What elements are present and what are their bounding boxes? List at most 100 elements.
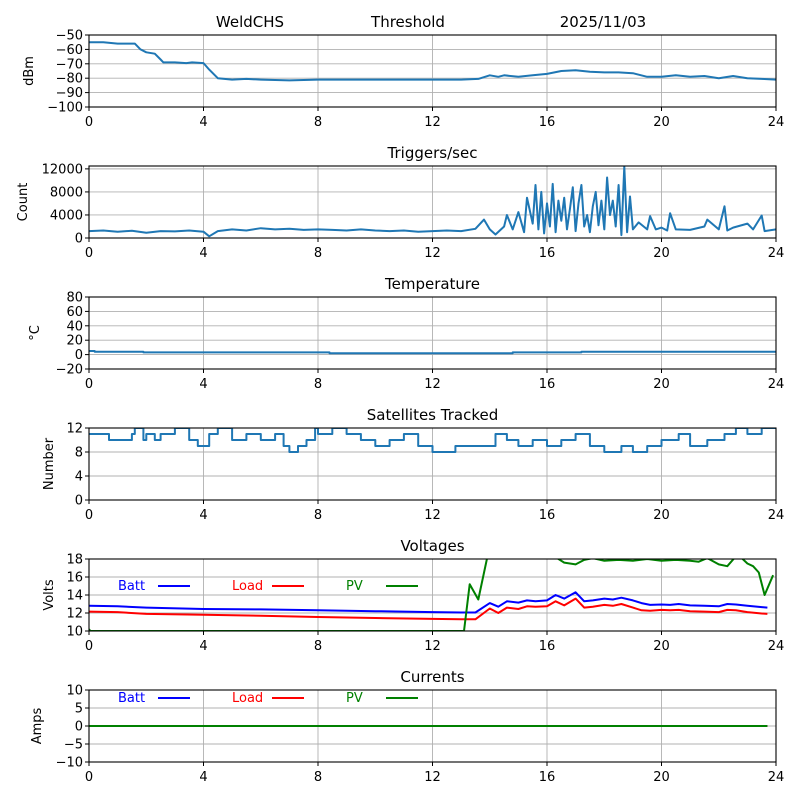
xtick-label: 16 bbox=[539, 246, 556, 261]
panel-voltages: 0 4 8 12 16 20 24 10 12 14 16 18 Voltages Volts Batt Lo… bbox=[42, 537, 784, 654]
ytick-label: 12 bbox=[66, 422, 83, 437]
xtick-label: 8 bbox=[314, 639, 322, 654]
xtick-label: 20 bbox=[653, 377, 670, 392]
ytick-label: −60 bbox=[56, 43, 83, 58]
ytick-label: 10 bbox=[66, 684, 83, 699]
ytick-label: 10 bbox=[66, 625, 83, 640]
ytick-label: 14 bbox=[66, 589, 83, 604]
xtick-label: 20 bbox=[653, 246, 670, 261]
xtick-label: 4 bbox=[199, 639, 207, 654]
panel-title-currents: Currents bbox=[400, 668, 464, 686]
panel-satellites: 0 4 8 12 16 20 24 0 4 8 12 Satellites Tracked Number bbox=[42, 406, 784, 523]
header-svg: WeldCHS Threshold 2025/11/03 bbox=[216, 13, 646, 31]
ytick-label: 0 bbox=[75, 494, 83, 509]
xtick-label: 4 bbox=[199, 508, 207, 523]
ytick-label: 80 bbox=[66, 291, 83, 306]
ytick-label: −100 bbox=[47, 101, 83, 116]
ytick-label: 16 bbox=[66, 571, 83, 586]
xtick-label: 20 bbox=[653, 770, 670, 785]
xtick-label: 8 bbox=[314, 115, 322, 130]
xtick-label: 8 bbox=[314, 377, 322, 392]
xtick-label: 12 bbox=[424, 115, 441, 130]
ytick-label: −10 bbox=[56, 756, 83, 771]
xtick-label: 20 bbox=[653, 115, 670, 130]
panel-title-triggers: Triggers/sec bbox=[387, 144, 478, 162]
xtick-label: 0 bbox=[85, 639, 93, 654]
ytick-label: 40 bbox=[66, 319, 83, 334]
header-mode: Threshold bbox=[370, 13, 445, 31]
ytick-label: −70 bbox=[56, 57, 83, 72]
ylabel-temperature: °C bbox=[28, 325, 43, 341]
xtick-label: 24 bbox=[768, 115, 785, 130]
ytick-label: 12 bbox=[66, 607, 83, 622]
series-voltages-pv bbox=[89, 559, 775, 631]
xtick-label: 16 bbox=[539, 639, 556, 654]
ytick-label: 8000 bbox=[50, 185, 83, 200]
xtick-label: 12 bbox=[424, 377, 441, 392]
series-voltages-load bbox=[89, 597, 768, 621]
xtick-label: 8 bbox=[314, 508, 322, 523]
xtick-label: 8 bbox=[314, 770, 322, 785]
panel-title-satellites: Satellites Tracked bbox=[367, 406, 498, 424]
xtick-label: 12 bbox=[424, 770, 441, 785]
ytick-label: −20 bbox=[56, 363, 83, 378]
legend-label-batt: Batt bbox=[118, 579, 145, 594]
ytick-label: 5 bbox=[75, 702, 83, 717]
xtick-label: 0 bbox=[85, 770, 93, 785]
xtick-label: 16 bbox=[539, 770, 556, 785]
header-date: 2025/11/03 bbox=[560, 13, 646, 31]
ytick-label: 60 bbox=[66, 305, 83, 320]
ytick-label: 18 bbox=[66, 553, 83, 568]
ylabel-currents: Amps bbox=[30, 707, 45, 744]
xtick-label: 24 bbox=[768, 770, 785, 785]
panel-triggers: 0 4 8 12 16 20 24 0 4000 8000 12000 Triggers/sec Cou… bbox=[16, 144, 784, 261]
panel-currents: 0 4 8 12 16 20 24 −10 −5 0 5 10 Currents Amps Batt Load… bbox=[30, 668, 784, 785]
ytick-label: −50 bbox=[56, 29, 83, 44]
series-satellites-satellites bbox=[89, 428, 776, 453]
ytick-label: 0 bbox=[75, 348, 83, 363]
ytick-label: −80 bbox=[56, 72, 83, 87]
ytick-label: 8 bbox=[75, 446, 83, 461]
xtick-label: 12 bbox=[424, 508, 441, 523]
ytick-label: 20 bbox=[66, 334, 83, 349]
ytick-label: 12000 bbox=[42, 162, 83, 177]
xtick-label: 16 bbox=[539, 377, 556, 392]
xtick-label: 0 bbox=[85, 115, 93, 130]
ylabel-triggers: Count bbox=[16, 183, 31, 222]
xtick-label: 12 bbox=[424, 246, 441, 261]
legend-label-load: Load bbox=[232, 579, 263, 594]
xtick-label: 24 bbox=[768, 639, 785, 654]
ylabel-satellites: Number bbox=[42, 437, 57, 490]
xtick-label: 0 bbox=[85, 508, 93, 523]
panel-title-temperature: Temperature bbox=[384, 275, 480, 293]
legend-label-load: Load bbox=[232, 691, 263, 706]
header-station: WeldCHS bbox=[216, 13, 284, 31]
xtick-label: 16 bbox=[539, 115, 556, 130]
ylabel-signal: dBm bbox=[22, 56, 37, 86]
ytick-label: 4 bbox=[75, 470, 83, 485]
xtick-label: 20 bbox=[653, 639, 670, 654]
series-signal-signal bbox=[89, 41, 776, 82]
xtick-label: 0 bbox=[85, 377, 93, 392]
ylabel-voltages: Volts bbox=[42, 579, 57, 611]
xtick-label: 4 bbox=[199, 377, 207, 392]
xtick-label: 24 bbox=[768, 377, 785, 392]
xtick-label: 24 bbox=[768, 246, 785, 261]
xtick-label: 16 bbox=[539, 508, 556, 523]
ytick-label: 0 bbox=[75, 720, 83, 735]
legend-label-batt: Batt bbox=[118, 691, 145, 706]
xtick-label: 24 bbox=[768, 508, 785, 523]
ytick-label: −90 bbox=[56, 86, 83, 101]
xtick-label: 0 bbox=[85, 246, 93, 261]
legend-label-pv: PV bbox=[346, 691, 363, 706]
series-voltages-batt bbox=[89, 591, 768, 614]
series-triggers-triggers bbox=[89, 166, 776, 238]
xtick-label: 4 bbox=[199, 115, 207, 130]
ytick-label: 0 bbox=[75, 232, 83, 247]
panel-signal: 0 4 8 12 16 20 24 −100−90−80−70−60−50 dBm bbox=[22, 29, 784, 131]
xtick-label: 4 bbox=[199, 246, 207, 261]
xtick-label: 8 bbox=[314, 246, 322, 261]
legend-label-pv: PV bbox=[346, 579, 363, 594]
series-temperature-temperature bbox=[89, 350, 776, 355]
